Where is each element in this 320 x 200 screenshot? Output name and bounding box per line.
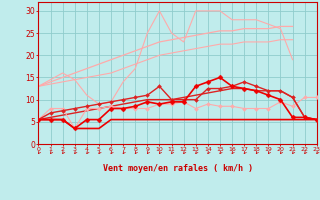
X-axis label: Vent moyen/en rafales ( km/h ): Vent moyen/en rafales ( km/h ) <box>103 164 252 173</box>
